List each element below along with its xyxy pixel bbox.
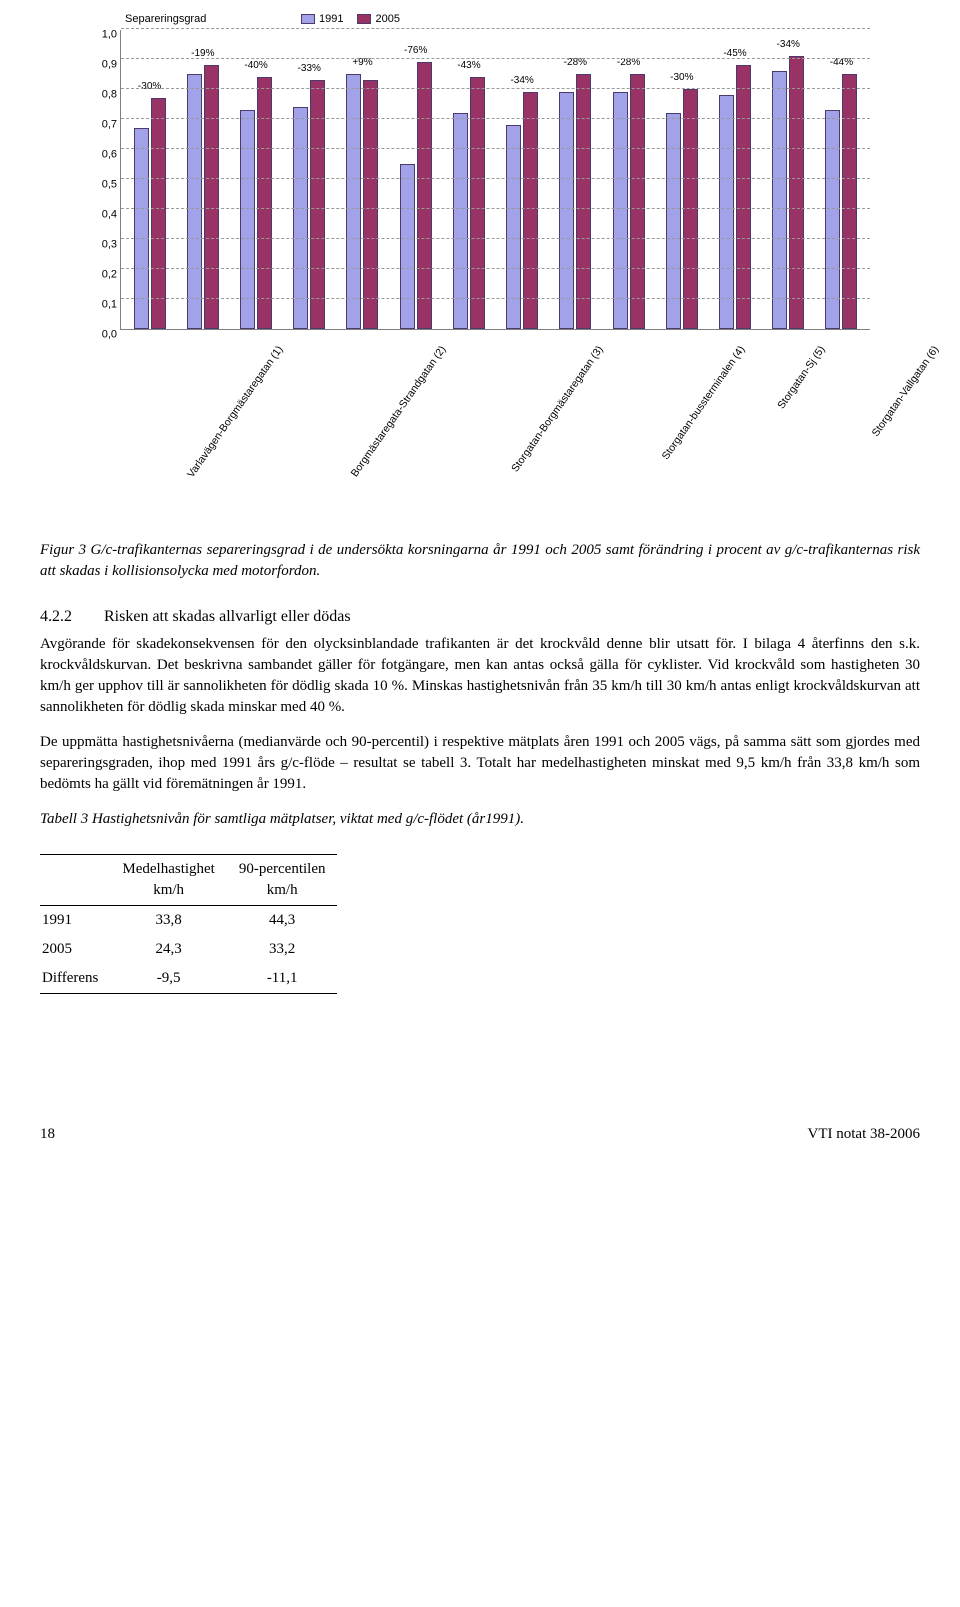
bar-group: -19% [176, 30, 229, 329]
bar-group: -33% [283, 30, 336, 329]
y-axis-title: Separeringsgrad [125, 12, 206, 27]
bar-2005 [257, 77, 272, 329]
bar-2005 [523, 92, 538, 329]
bar-2005 [683, 89, 698, 329]
bar-1991 [346, 74, 361, 329]
bar-1991 [187, 74, 202, 329]
bar-1991 [719, 95, 734, 329]
bar-2005 [417, 62, 432, 329]
bar-2005 [789, 56, 804, 329]
table-cell: -9,5 [110, 964, 226, 994]
table-cell: 44,3 [227, 906, 338, 936]
table-cell: 2005 [40, 935, 110, 964]
delta-label: -34% [510, 74, 533, 88]
table-row: 199133,844,3 [40, 906, 337, 936]
table-cell: -11,1 [227, 964, 338, 994]
bar-group: -28% [549, 30, 602, 329]
body-paragraph: Avgörande för skadekonsekvensen för den … [40, 634, 920, 718]
bar-group: +9% [336, 30, 389, 329]
bar-1991 [293, 107, 308, 329]
table-header: 90-percentilenkm/h [227, 855, 338, 906]
delta-label: -40% [244, 59, 267, 73]
bar-1991 [666, 113, 681, 329]
table-header [40, 855, 110, 906]
y-tick: 0,0 [91, 327, 117, 342]
table-header: Medelhastighetkm/h [110, 855, 226, 906]
body-paragraph: De uppmätta hastighetsnivåerna (medianvä… [40, 732, 920, 795]
separation-chart: Separeringsgrad 1991 2005 -30%-19%-40%-3… [90, 30, 870, 510]
bar-2005 [736, 65, 751, 329]
y-tick: 1,0 [91, 27, 117, 42]
bar-2005 [576, 74, 591, 329]
delta-label: -30% [670, 71, 693, 85]
bar-group: -34% [762, 30, 815, 329]
bar-2005 [470, 77, 485, 329]
delta-label: -30% [138, 80, 161, 94]
bar-group: -76% [389, 30, 442, 329]
delta-label: -34% [777, 38, 800, 52]
bar-2005 [204, 65, 219, 329]
bar-group: -43% [442, 30, 495, 329]
y-tick: 0,2 [91, 267, 117, 282]
y-tick: 0,1 [91, 297, 117, 312]
bar-group: -44% [815, 30, 868, 329]
y-tick: 0,7 [91, 117, 117, 132]
bar-2005 [151, 98, 166, 329]
bar-2005 [630, 74, 645, 329]
x-axis-label: Storgatan-Vallgatan (6) [869, 338, 960, 534]
bar-1991 [772, 71, 787, 329]
bar-group: -40% [229, 30, 282, 329]
bar-group: -30% [123, 30, 176, 329]
bar-1991 [240, 110, 255, 329]
speed-table: Medelhastighetkm/h90-percentilenkm/h 199… [40, 854, 337, 994]
page-footer: 18 VTI notat 38-2006 [40, 1124, 920, 1145]
y-tick: 0,3 [91, 237, 117, 252]
section-heading: 4.2.2 Risken att skadas allvarligt eller… [40, 606, 920, 628]
bar-group: -45% [708, 30, 761, 329]
table-cell: 33,8 [110, 906, 226, 936]
table-cell: Differens [40, 964, 110, 994]
y-tick: 0,6 [91, 147, 117, 162]
table-cell: 1991 [40, 906, 110, 936]
section-title: Risken att skadas allvarligt eller dödas [104, 608, 351, 625]
table-caption: Tabell 3 Hastighetsnivån för samtliga mä… [40, 809, 920, 830]
bar-group: -28% [602, 30, 655, 329]
bar-group: -30% [655, 30, 708, 329]
legend-label-1991: 1991 [319, 13, 343, 25]
table-cell: 33,2 [227, 935, 338, 964]
bar-1991 [825, 110, 840, 329]
table-row: 200524,333,2 [40, 935, 337, 964]
y-tick: 0,9 [91, 57, 117, 72]
legend-label-2005: 2005 [375, 13, 399, 25]
section-number: 4.2.2 [40, 606, 100, 628]
bar-1991 [559, 92, 574, 329]
bar-1991 [453, 113, 468, 329]
page-number: 18 [40, 1124, 55, 1145]
table-cell: 24,3 [110, 935, 226, 964]
doc-id: VTI notat 38-2006 [808, 1124, 920, 1145]
y-tick: 0,4 [91, 207, 117, 222]
bar-2005 [842, 74, 857, 329]
bar-group: -34% [496, 30, 549, 329]
delta-label: -76% [404, 44, 427, 58]
bar-1991 [613, 92, 628, 329]
delta-label: -33% [298, 62, 321, 76]
chart-legend: 1991 2005 [301, 12, 400, 27]
table-row: Differens-9,5-11,1 [40, 964, 337, 994]
delta-label: -43% [457, 59, 480, 73]
bar-1991 [400, 164, 415, 329]
y-tick: 0,5 [91, 177, 117, 192]
y-tick: 0,8 [91, 87, 117, 102]
